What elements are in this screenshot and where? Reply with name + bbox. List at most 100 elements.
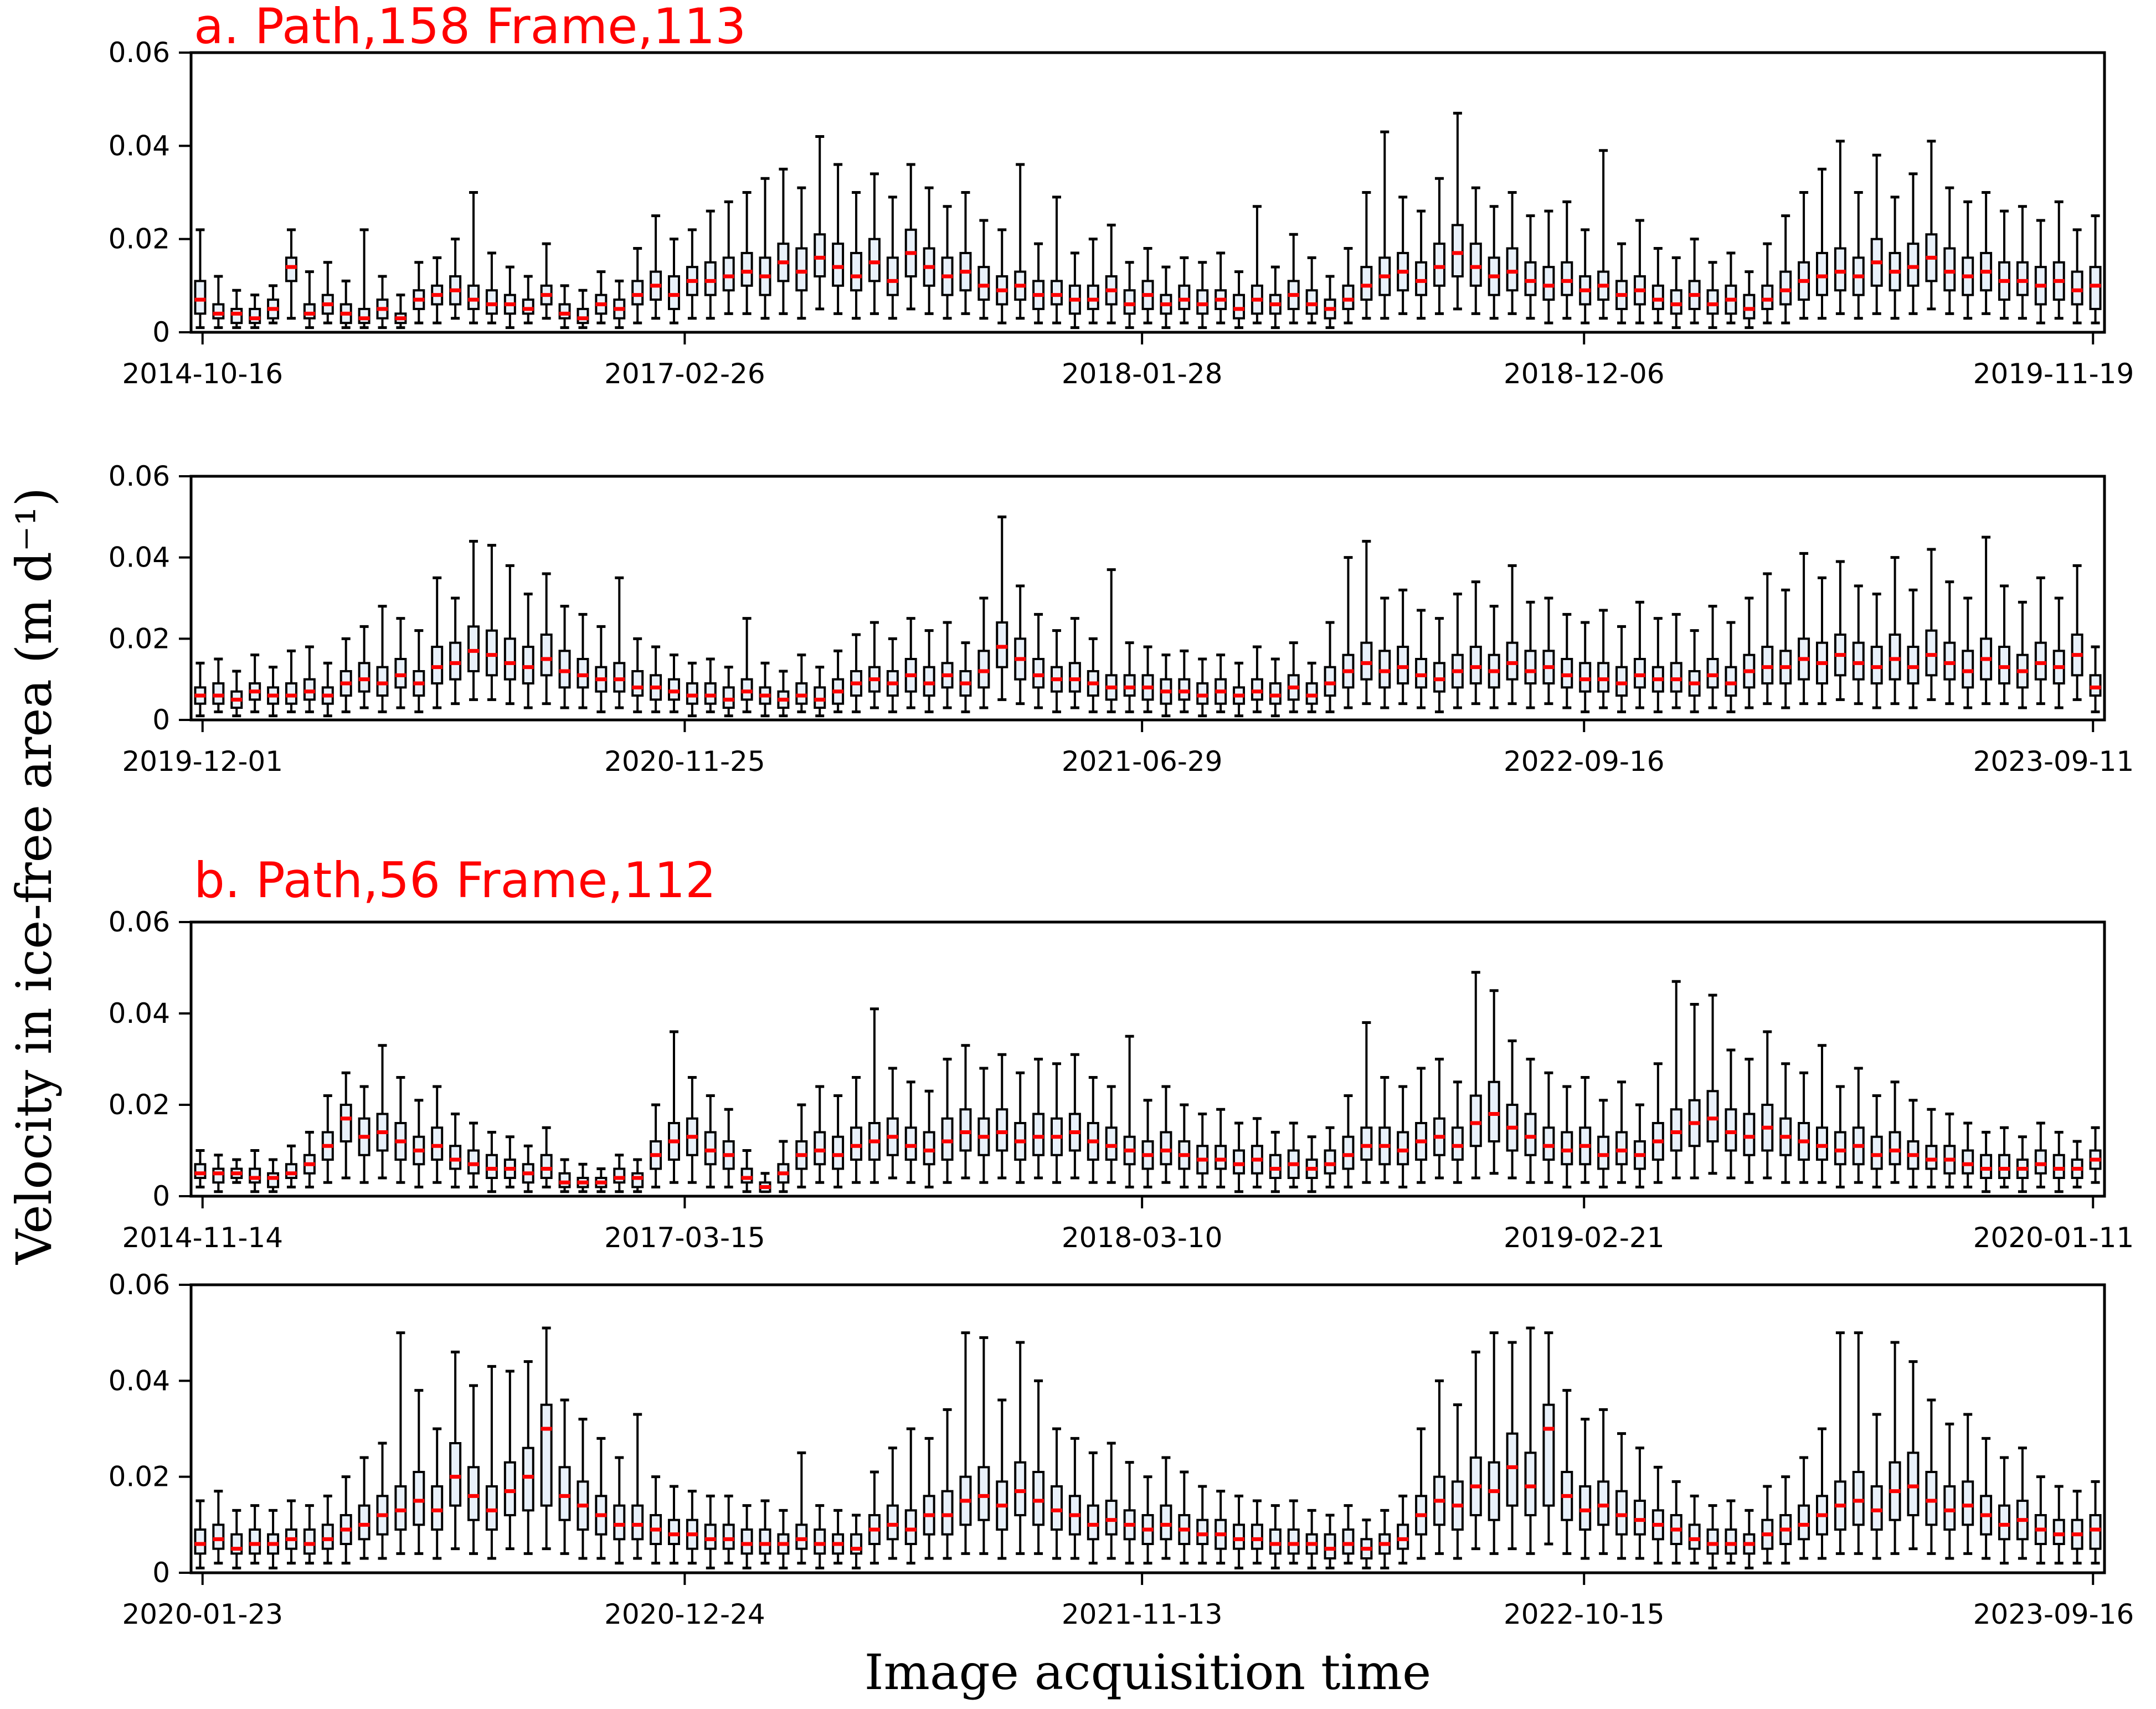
box [1215, 251, 1227, 325]
box [704, 209, 717, 320]
box [1688, 238, 1701, 325]
box [1068, 251, 1081, 330]
box [1670, 1480, 1682, 1565]
box [1615, 242, 1628, 325]
box [394, 294, 407, 330]
box [595, 1167, 608, 1193]
box [1506, 1341, 1519, 1551]
x-tick-label: 2017-02-26 [604, 358, 765, 390]
box [795, 1103, 808, 1188]
box [832, 1509, 845, 1565]
box [467, 191, 480, 325]
x-tick-label: 2021-11-13 [1062, 1598, 1223, 1630]
box [886, 637, 899, 713]
box [1597, 149, 1610, 320]
box [431, 1427, 444, 1560]
box [1196, 1113, 1209, 1188]
box [704, 657, 717, 713]
box [1834, 1085, 1846, 1188]
box [1688, 1003, 1701, 1180]
box [431, 576, 444, 709]
box [230, 289, 243, 330]
box [1962, 596, 1974, 709]
box [1215, 1490, 1227, 1565]
box [1360, 539, 1373, 706]
box [1889, 195, 1901, 320]
box [814, 1085, 826, 1184]
box [449, 238, 462, 320]
panel-title-b: b. Path,56 Frame,112 [194, 852, 717, 909]
box [339, 1475, 352, 1565]
box [1779, 1475, 1792, 1565]
box [759, 177, 771, 320]
box [850, 1076, 863, 1184]
box [1980, 191, 1993, 315]
box [1123, 261, 1136, 330]
box [540, 1126, 553, 1188]
box [1196, 261, 1209, 330]
box [904, 163, 917, 311]
box [577, 1418, 589, 1560]
box [904, 1080, 917, 1184]
box [1469, 971, 1482, 1180]
box [996, 228, 1008, 325]
box [1032, 1058, 1045, 1180]
box [1050, 195, 1063, 325]
boxes [194, 111, 2102, 330]
box [1870, 593, 1883, 709]
y-tick-label: 0.06 [109, 1269, 170, 1301]
plot-border [189, 475, 2106, 722]
y-ticks: 0 0.02 0.04 0.06 [109, 460, 191, 736]
box [814, 1504, 826, 1569]
box [1397, 195, 1409, 315]
box [2071, 1490, 2083, 1565]
box [740, 617, 753, 713]
box [959, 1044, 972, 1180]
box [358, 1456, 371, 1560]
box [1779, 1062, 1792, 1184]
x-ticks: 2020-01-23 2020-12-24 2021-11-13 2022-10-15… [122, 1573, 2134, 1630]
box [1269, 1504, 1282, 1569]
box [1651, 1062, 1664, 1184]
box [1105, 1442, 1118, 1560]
box [2016, 205, 2029, 320]
box [522, 1360, 534, 1555]
box [2016, 600, 2029, 709]
box [1870, 1094, 1883, 1188]
box [303, 645, 316, 713]
box [1561, 1085, 1573, 1188]
box [1305, 661, 1318, 713]
box [1087, 1076, 1099, 1184]
box [1415, 209, 1428, 320]
box [321, 661, 334, 718]
box [777, 1140, 790, 1193]
box [722, 1494, 735, 1565]
box [1761, 572, 1774, 706]
box [1980, 1131, 1993, 1193]
box [777, 670, 790, 718]
y-tick-label: 0 [152, 1557, 170, 1589]
box [1743, 596, 1756, 709]
y-tick-label: 0.04 [109, 130, 170, 162]
y-tick-label: 0.04 [109, 542, 170, 574]
x-tick-label: 2017-03-15 [604, 1222, 765, 1254]
box [650, 214, 662, 320]
box [1615, 1432, 1628, 1560]
box [321, 1494, 334, 1565]
box [1105, 223, 1118, 325]
box [339, 1071, 352, 1180]
box [1469, 580, 1482, 706]
box [1123, 1034, 1136, 1188]
box [267, 1509, 280, 1569]
x-tick-label: 2019-02-21 [1504, 1222, 1665, 1254]
box [1014, 1071, 1027, 1184]
box [2034, 1475, 2047, 1565]
box [832, 163, 845, 315]
box [795, 1451, 808, 1565]
box [850, 633, 863, 713]
box [1925, 1398, 1938, 1555]
box [1469, 186, 1482, 315]
box [1233, 270, 1246, 330]
x-tick-label: 2021-06-29 [1062, 745, 1223, 778]
box [1451, 593, 1464, 709]
